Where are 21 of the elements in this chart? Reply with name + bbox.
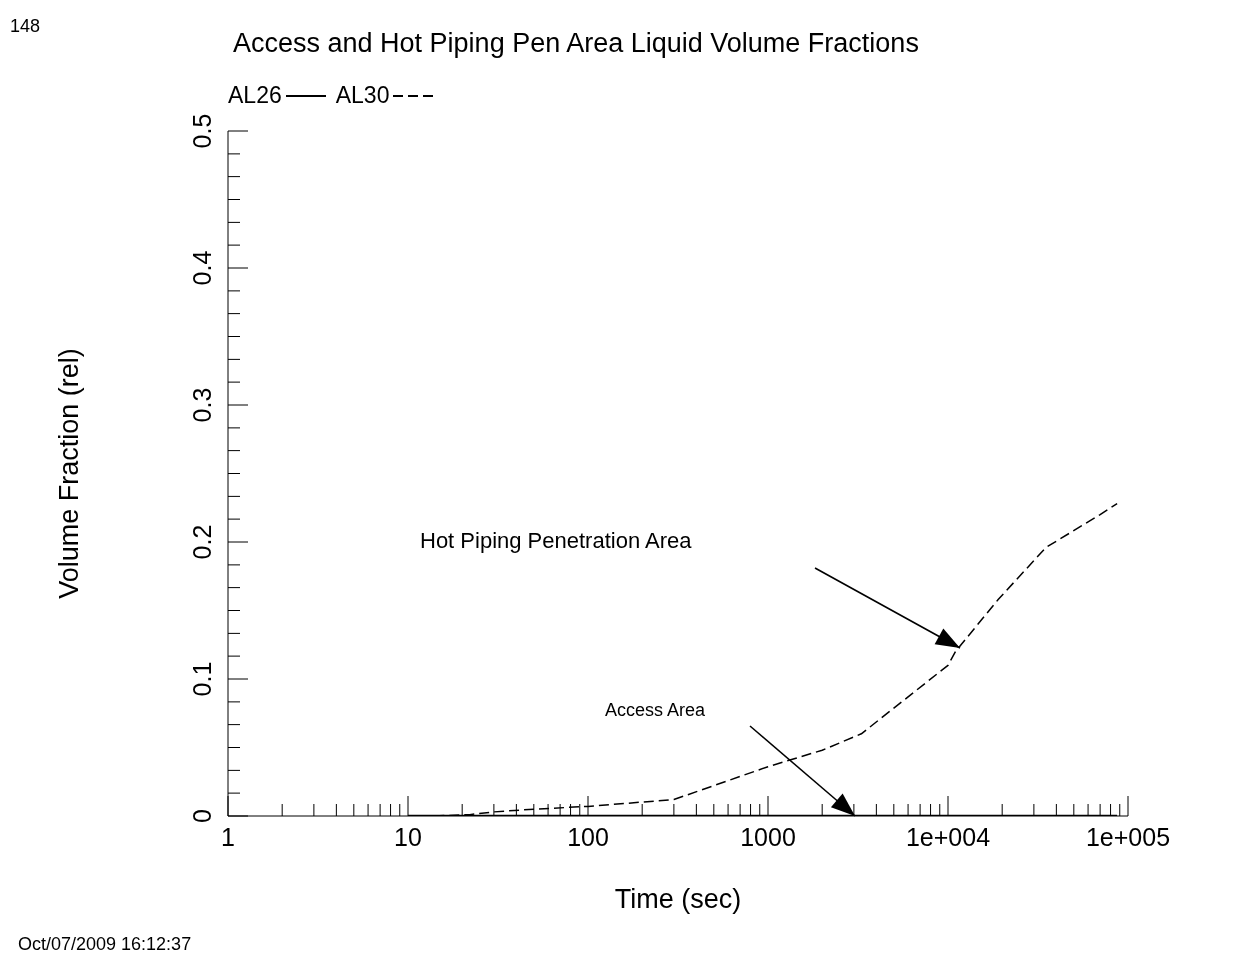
y-axis-title: Volume Fraction (rel) [53,348,84,599]
x-tick-label: 1e+005 [1085,823,1171,851]
annotation: Hot Piping Penetration Area [420,528,693,553]
legend-label: AL26 [228,82,282,109]
y-tick-label: 0.1 [188,661,216,697]
y-tick-label: 0.4 [188,250,216,286]
text: 148 [10,16,41,37]
x-tick-label: 10 [394,823,422,851]
y-tick-label: 0.2 [188,524,216,560]
chart-title: Access and Hot Piping Pen Area Liquid Volume Fractions [233,28,920,59]
legend-label: AL30 [335,82,390,109]
annotation: Access Area [605,700,707,720]
x-tick-label: 1000 [740,823,796,851]
x-tick-label: 1 [221,823,235,851]
y-tick-label: 0.3 [188,387,216,423]
y-tick-label: 0.5 [188,113,216,149]
x-tick-label: 1e+004 [905,823,991,851]
x-tick-label: 100 [567,823,609,851]
y-tick-label: 0 [188,809,216,823]
x-axis-title: Time (sec) [614,884,742,914]
text: Oct/07/2009 16:12:37 [18,934,192,954]
